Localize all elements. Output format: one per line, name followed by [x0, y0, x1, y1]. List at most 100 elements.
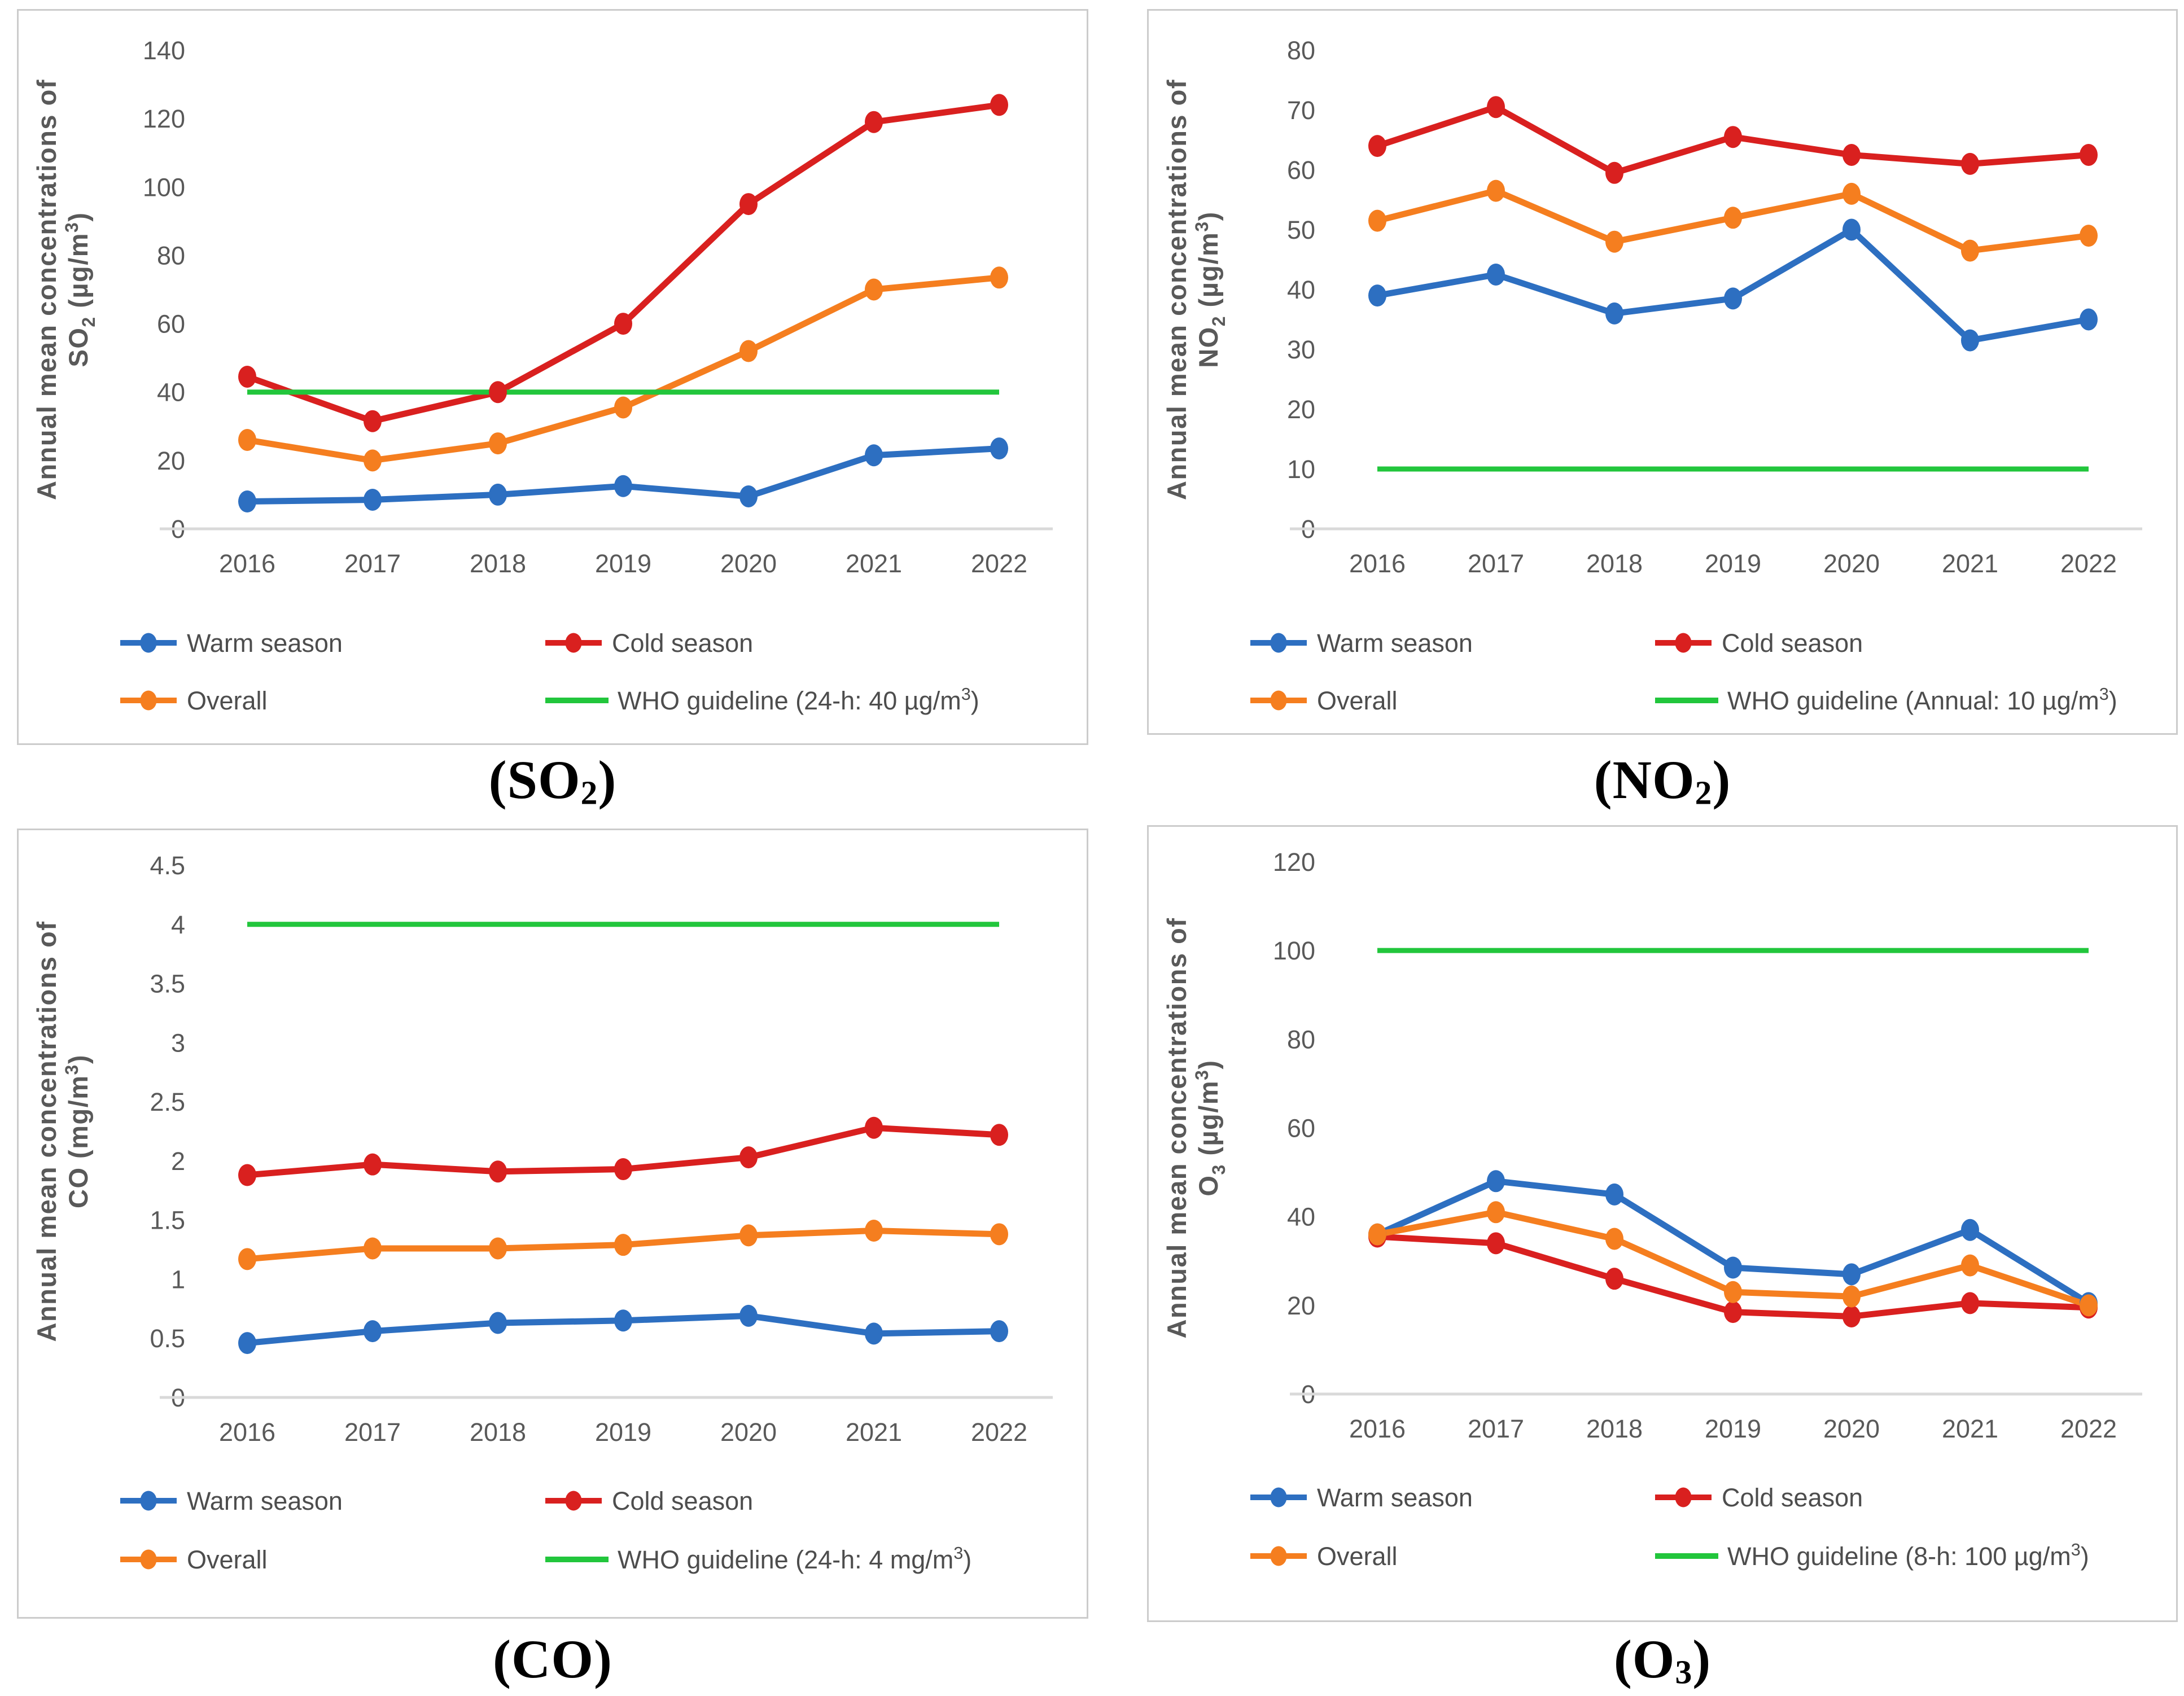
data-point-warm-season-2019 — [1724, 1256, 1742, 1279]
x-axis-tick-label: 2017 — [1468, 1414, 1524, 1443]
legend-label-who-guideline: WHO guideline (8-h: 100 µg/m3) — [1727, 1540, 2089, 1571]
data-point-warm-season-2022 — [2080, 308, 2098, 331]
data-point-overall-2017 — [1487, 1201, 1505, 1224]
legend-label-warm-season: Warm season — [187, 629, 343, 658]
series-line-overall — [244, 274, 1003, 464]
caption-text: (O — [1613, 1629, 1675, 1689]
y-axis-tick-label: 4 — [171, 910, 185, 939]
chart-so2: Annual mean concentrations of SO2 (µg/m3)… — [32, 36, 1053, 715]
data-point-cold-season-2021 — [865, 111, 883, 133]
data-point-cold-season-2020 — [739, 1146, 758, 1169]
y-axis-title-line2: NO2 (µg/m3) — [1192, 211, 1229, 368]
y-axis-tick-label: 100 — [1273, 936, 1315, 965]
data-point-overall-2020 — [739, 1224, 758, 1247]
legend-marker-dot-warm-season — [140, 1491, 157, 1511]
y-axis-tick-label: 2 — [171, 1147, 185, 1176]
data-point-cold-season-2020 — [1842, 144, 1861, 166]
chart-panel-co: Annual mean concentrations of CO (mg/m3) 0… — [17, 829, 1088, 1619]
caption-text: (SO — [488, 750, 581, 810]
data-point-warm-season-2021 — [865, 1322, 883, 1345]
legend-marker-dot-warm-season — [140, 633, 157, 653]
y-axis-tick-label: 50 — [1287, 216, 1315, 244]
data-point-cold-season-2019 — [1724, 1301, 1742, 1324]
legend-label-cold-season: Cold season — [1722, 1483, 1863, 1512]
data-point-cold-season-2016 — [1368, 135, 1386, 157]
data-point-warm-season-2018 — [489, 483, 507, 506]
data-point-cold-season-2019 — [614, 1158, 632, 1181]
data-point-warm-season-2021 — [1961, 1219, 1979, 1241]
data-point-warm-season-2019 — [1724, 287, 1742, 310]
y-axis-tick-label: 1.5 — [150, 1206, 185, 1235]
y-axis-tick-label: 20 — [1287, 395, 1315, 424]
data-point-cold-season-2022 — [2080, 144, 2098, 166]
data-point-warm-season-2021 — [1961, 329, 1979, 352]
data-point-cold-season-2018 — [489, 1160, 507, 1183]
y-axis-title-line1: Annual mean concentrations of — [32, 921, 62, 1342]
data-point-cold-season-2016 — [238, 365, 256, 388]
legend-label-overall: Overall — [187, 686, 268, 715]
legend-label-cold-season: Cold season — [612, 1487, 753, 1515]
data-point-warm-season-2017 — [364, 1320, 382, 1343]
data-point-overall-2021 — [1961, 1254, 1979, 1277]
y-axis-title-line1: Annual mean concentrations of — [32, 79, 62, 500]
y-axis-tick-label: 2.5 — [150, 1088, 185, 1116]
y-axis-tick-label: 40 — [1287, 275, 1315, 304]
data-point-warm-season-2021 — [865, 444, 883, 467]
legend-label-warm-season: Warm season — [1317, 629, 1473, 658]
data-point-warm-season-2018 — [489, 1312, 507, 1334]
chart-o3: Annual mean concentrations of O3 (µg/m3)0… — [1162, 848, 2142, 1571]
data-point-warm-season-2017 — [1487, 1170, 1505, 1193]
y-axis-tick-label: 60 — [1287, 1114, 1315, 1143]
caption-text: ) — [1692, 1629, 1712, 1689]
data-point-warm-season-2017 — [364, 489, 382, 511]
y-axis-tick-label: 80 — [1287, 1025, 1315, 1054]
x-axis-tick-label: 2016 — [219, 1418, 275, 1447]
data-point-overall-2018 — [1605, 230, 1623, 253]
data-point-overall-2021 — [865, 1220, 883, 1242]
legend-marker-dot-cold-season — [1675, 633, 1692, 653]
x-axis-tick-label: 2018 — [1586, 549, 1643, 578]
y-axis-tick-label: 30 — [1287, 335, 1315, 364]
y-axis-tick-label: 10 — [1287, 455, 1315, 484]
legend-label-who-guideline: WHO guideline (24-h: 40 µg/m3) — [618, 685, 979, 715]
data-point-overall-2016 — [238, 1248, 256, 1270]
y-axis-tick-label: 20 — [157, 446, 185, 475]
legend-marker-dot-cold-season — [565, 1491, 582, 1511]
legend-label-who-guideline: WHO guideline (Annual: 10 µg/m3) — [1727, 685, 2117, 715]
caption-o3: (O3) — [1147, 1628, 2178, 1692]
data-point-warm-season-2019 — [614, 1309, 632, 1332]
data-point-cold-season-2022 — [990, 1124, 1008, 1146]
x-axis-tick-label: 2017 — [344, 549, 401, 578]
data-point-overall-2016 — [238, 429, 256, 452]
data-point-overall-2019 — [1724, 207, 1742, 229]
y-axis-tick-label: 60 — [1287, 156, 1315, 185]
x-axis-tick-label: 2016 — [1349, 549, 1406, 578]
y-axis-tick-label: 80 — [157, 241, 185, 270]
x-axis-tick-label: 2017 — [1468, 549, 1524, 578]
data-point-cold-season-2020 — [739, 193, 758, 216]
data-point-overall-2019 — [614, 396, 632, 419]
data-point-overall-2018 — [489, 1237, 507, 1260]
x-axis-tick-label: 2019 — [1705, 1414, 1761, 1443]
y-axis-title-line2: SO2 (µg/m3) — [62, 212, 99, 367]
y-axis-tick-label: 20 — [1287, 1291, 1315, 1320]
x-axis-tick-label: 2022 — [971, 1418, 1027, 1447]
x-axis-tick-label: 2016 — [219, 549, 275, 578]
data-point-cold-season-2017 — [364, 410, 382, 432]
x-axis-tick-label: 2019 — [1705, 549, 1761, 578]
data-point-warm-season-2016 — [238, 1332, 256, 1355]
x-axis-tick-label: 2021 — [1942, 549, 1998, 578]
data-point-warm-season-2022 — [990, 437, 1008, 460]
legend-marker-dot-warm-season — [1270, 1487, 1287, 1507]
data-point-overall-2022 — [990, 266, 1008, 289]
legend-marker-dot-overall — [140, 690, 157, 711]
data-point-overall-2017 — [364, 449, 382, 472]
y-axis-tick-label: 40 — [157, 378, 185, 407]
data-point-cold-season-2021 — [865, 1116, 883, 1139]
data-point-warm-season-2019 — [614, 475, 632, 497]
caption-text: ) — [1712, 750, 1731, 810]
y-axis-title-line1: Annual mean concentrations of — [1162, 79, 1192, 500]
series-line-cold-season — [244, 102, 1003, 424]
x-axis-tick-label: 2019 — [595, 549, 651, 578]
chart-co: Annual mean concentrations of CO (mg/m3) 0… — [32, 851, 1053, 1574]
